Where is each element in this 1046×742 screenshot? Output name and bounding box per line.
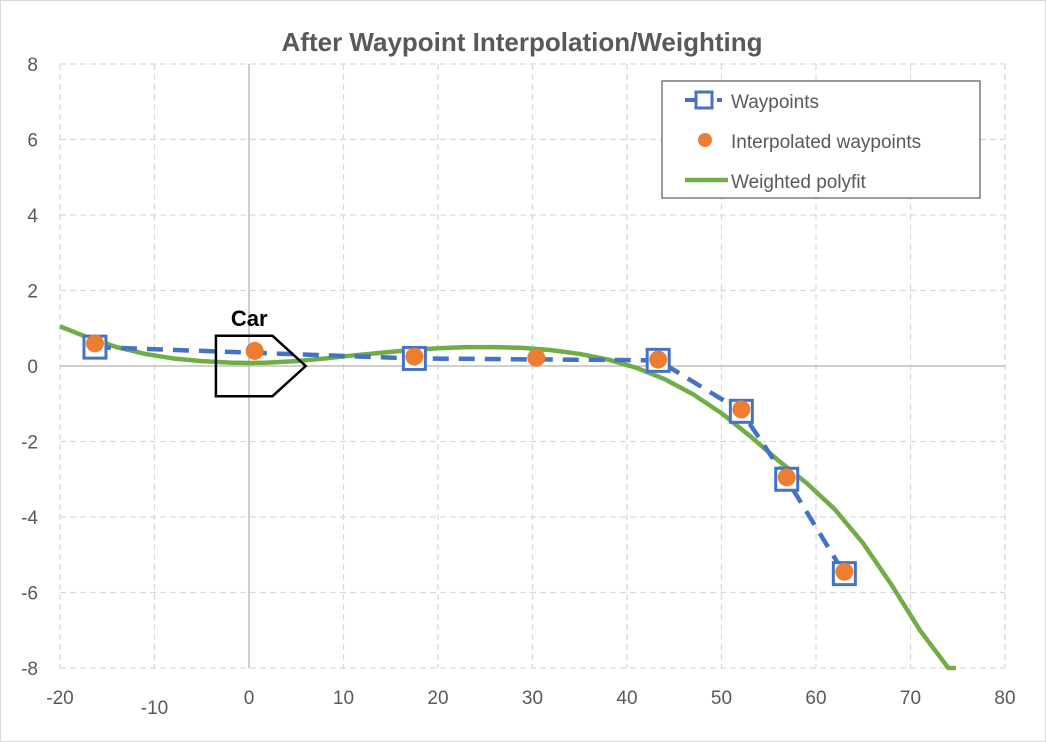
- x-tick-label: 80: [994, 688, 1015, 709]
- y-tick-labels: 8 6 4 2 0 -2 -4 -6 -8: [21, 55, 38, 680]
- legend: Waypoints Interpolated waypoints Weighted …: [661, 80, 981, 199]
- legend-label: Weighted polyfit: [731, 172, 867, 193]
- legend-waypoints-marker: [694, 90, 714, 110]
- y-tick-label: 0: [27, 357, 38, 378]
- y-tick-label: -4: [21, 508, 38, 529]
- x-tick-label: 30: [522, 688, 543, 709]
- y-tick-label: 2: [27, 282, 38, 303]
- x-tick-label: 0: [244, 688, 255, 709]
- car-shape: [214, 334, 308, 398]
- x-tick-labels: -20 -10 0 10 20 30 40 50 60 70 80: [46, 688, 1015, 719]
- interpolated-waypoint-marker: [85, 334, 104, 353]
- x-tick-label: 10: [333, 688, 354, 709]
- legend-interpolated-marker: [698, 133, 712, 147]
- y-tick-label: 8: [27, 55, 38, 76]
- interpolated-waypoint-marker: [835, 562, 854, 581]
- car-annotation: Car: [214, 306, 308, 398]
- chart-title: After Waypoint Interpolation/Weighting: [282, 27, 763, 57]
- axes: [60, 64, 1005, 668]
- interpolated-waypoint-marker: [405, 347, 424, 366]
- x-tick-label: -10: [141, 698, 168, 719]
- y-tick-label: 6: [27, 131, 38, 152]
- interpolated-waypoint-marker: [777, 468, 796, 487]
- x-tick-label: 40: [616, 688, 637, 709]
- y-tick-label: -6: [21, 584, 38, 605]
- x-tick-label: 20: [427, 688, 448, 709]
- interpolated-waypoint-marker: [527, 348, 546, 367]
- interpolated-waypoint-marker: [245, 341, 264, 360]
- interpolated-waypoint-marker: [732, 400, 751, 419]
- legend-label: Waypoints: [731, 92, 819, 113]
- x-tick-label: -20: [46, 688, 73, 709]
- y-tick-label: 4: [27, 206, 38, 227]
- car-label: Car: [231, 306, 268, 331]
- x-tick-label: 50: [711, 688, 732, 709]
- y-tick-label: -8: [21, 659, 38, 680]
- y-tick-label: -2: [21, 433, 38, 454]
- legend-label: Interpolated waypoints: [731, 132, 921, 153]
- interpolated-waypoint-marker: [649, 350, 668, 369]
- x-tick-label: 60: [805, 688, 826, 709]
- series-waypoints-line: [94, 344, 847, 575]
- x-tick-label: 70: [900, 688, 921, 709]
